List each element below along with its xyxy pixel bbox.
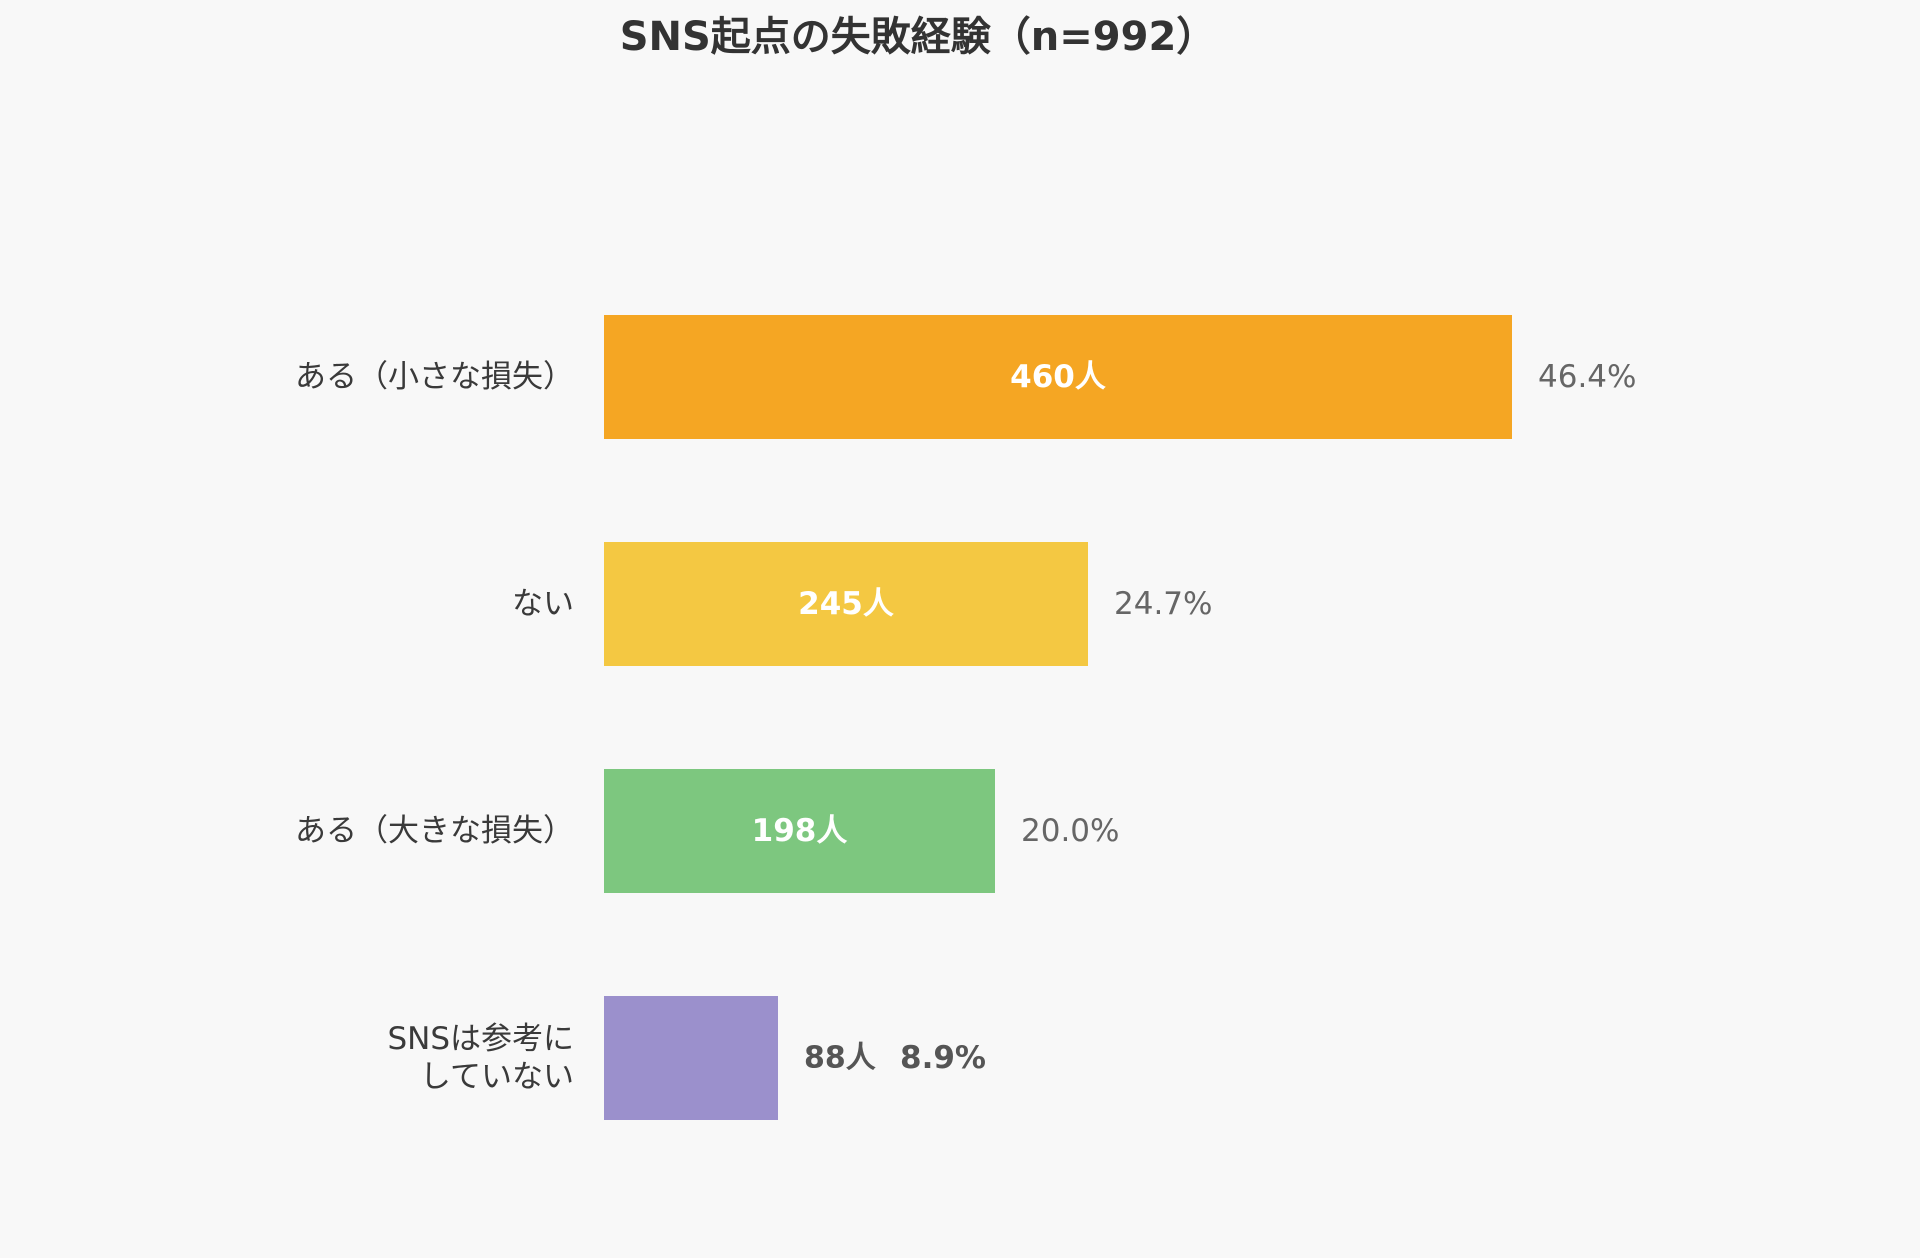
bar-value-label: 460人 <box>1010 359 1106 395</box>
category-label: SNSは参考に <box>387 1021 574 1057</box>
category-label: していない <box>420 1059 574 1095</box>
bar <box>604 996 778 1120</box>
percentage-label: 8.9% <box>900 1040 986 1076</box>
percentage-label: 20.0% <box>1021 813 1119 849</box>
bar <box>604 769 995 893</box>
category-label: ある（大きな損失） <box>295 813 574 849</box>
bar <box>604 315 1512 439</box>
bars-layer: ある（小さな損失） 460人 46.4% ない 245人 24.7% ある（大きな損失） 19… <box>295 315 1636 1120</box>
chart-title: SNS起点の失敗経験（n=992） <box>620 14 1217 60</box>
category-label: ある（小さな損失） <box>295 359 574 395</box>
percentage-label: 24.7% <box>1114 586 1212 622</box>
percentage-label: 46.4% <box>1538 359 1636 395</box>
bar-value-label: 245人 <box>798 586 894 622</box>
category-label: ない <box>512 586 574 622</box>
bar-value-label: 88人 <box>804 1041 876 1076</box>
bar <box>604 542 1088 666</box>
bar-value-label: 198人 <box>752 813 848 849</box>
